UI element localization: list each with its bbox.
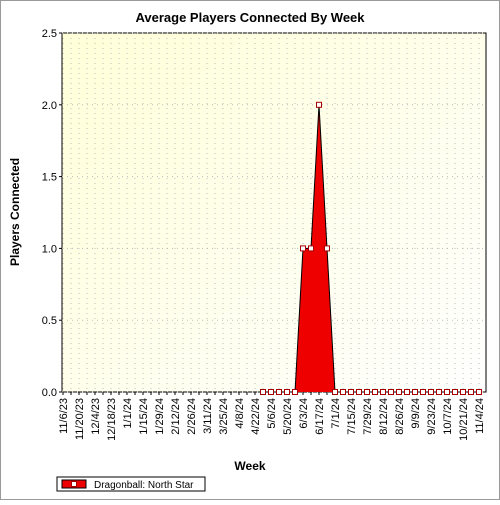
x-tick-label: 11/6/23 <box>58 398 70 434</box>
x-tick-label: 10/21/24 <box>458 398 470 441</box>
x-tick-label: 1/29/24 <box>154 398 166 435</box>
x-tick-label: 7/29/24 <box>362 398 374 435</box>
marker <box>364 389 370 395</box>
area <box>263 104 479 393</box>
x-tick-label: 1/1/24 <box>122 398 134 429</box>
marker <box>412 389 418 395</box>
marker <box>388 389 394 395</box>
marker <box>316 101 322 108</box>
marker <box>452 389 458 395</box>
x-tick-label: 10/7/24 <box>442 398 454 435</box>
marker <box>356 389 362 395</box>
x-tick-label: 3/25/24 <box>218 398 230 435</box>
x-tick-label: 1/15/24 <box>138 398 150 435</box>
marker <box>284 389 290 395</box>
x-tick-label: 5/20/24 <box>282 398 294 435</box>
marker <box>340 389 346 395</box>
x-tick-label: 9/23/24 <box>426 398 438 435</box>
marker <box>372 389 378 395</box>
legend-marker <box>71 481 77 487</box>
marker <box>276 389 282 395</box>
x-tick-label: 12/18/23 <box>106 398 118 441</box>
x-tick-label: 6/3/24 <box>298 398 310 429</box>
marker <box>380 389 386 395</box>
x-tick-label: 4/22/24 <box>250 398 262 435</box>
marker <box>308 245 314 252</box>
x-tick-label: 4/8/24 <box>234 398 246 429</box>
x-tick-label: 2/26/24 <box>186 398 198 435</box>
y-tick-label: 0.5 <box>42 315 57 327</box>
legend-label: Dragonball: North Star <box>94 480 194 491</box>
y-axis-title: Players Connected <box>8 158 22 266</box>
marker <box>476 389 482 395</box>
marker <box>324 245 330 252</box>
x-tick-label: 8/26/24 <box>394 398 406 435</box>
marker <box>268 389 274 395</box>
marker <box>300 245 306 252</box>
x-tick-label: 11/4/24 <box>474 398 486 434</box>
legend <box>56 476 206 492</box>
x-tick-label: 11/20/23 <box>74 398 86 440</box>
marker <box>436 389 442 395</box>
marker <box>460 389 466 395</box>
x-tick-label: 8/12/24 <box>378 398 390 435</box>
x-tick-label: 3/11/24 <box>202 398 214 434</box>
marker <box>260 389 266 395</box>
x-tick-label: 2/12/24 <box>170 398 182 435</box>
x-tick-label: 7/15/24 <box>346 398 358 435</box>
y-tick-label: 0.0 <box>42 387 57 399</box>
marker <box>468 389 474 395</box>
marker <box>348 389 354 395</box>
plot-area <box>61 32 487 393</box>
marker <box>292 389 298 395</box>
x-axis-title: Week <box>234 459 265 473</box>
y-tick-label: 1.5 <box>42 172 57 184</box>
marker <box>396 389 402 395</box>
x-tick-label: 7/1/24 <box>330 398 342 429</box>
y-tick-label: 2.0 <box>42 100 57 112</box>
marker <box>428 389 434 395</box>
x-tick-label: 6/17/24 <box>314 398 326 435</box>
x-tick-label: 5/6/24 <box>266 398 278 429</box>
x-tick-label: 9/9/24 <box>410 398 422 429</box>
chart-title: Average Players Connected By Week <box>135 10 365 25</box>
y-tick-label: 2.5 <box>42 28 57 40</box>
x-tick-label: 12/4/23 <box>90 398 102 435</box>
y-tick-label: 1.0 <box>42 243 57 255</box>
marker <box>420 389 426 395</box>
marker <box>404 389 410 395</box>
line <box>263 104 479 393</box>
marker <box>444 389 450 395</box>
marker <box>332 389 338 395</box>
